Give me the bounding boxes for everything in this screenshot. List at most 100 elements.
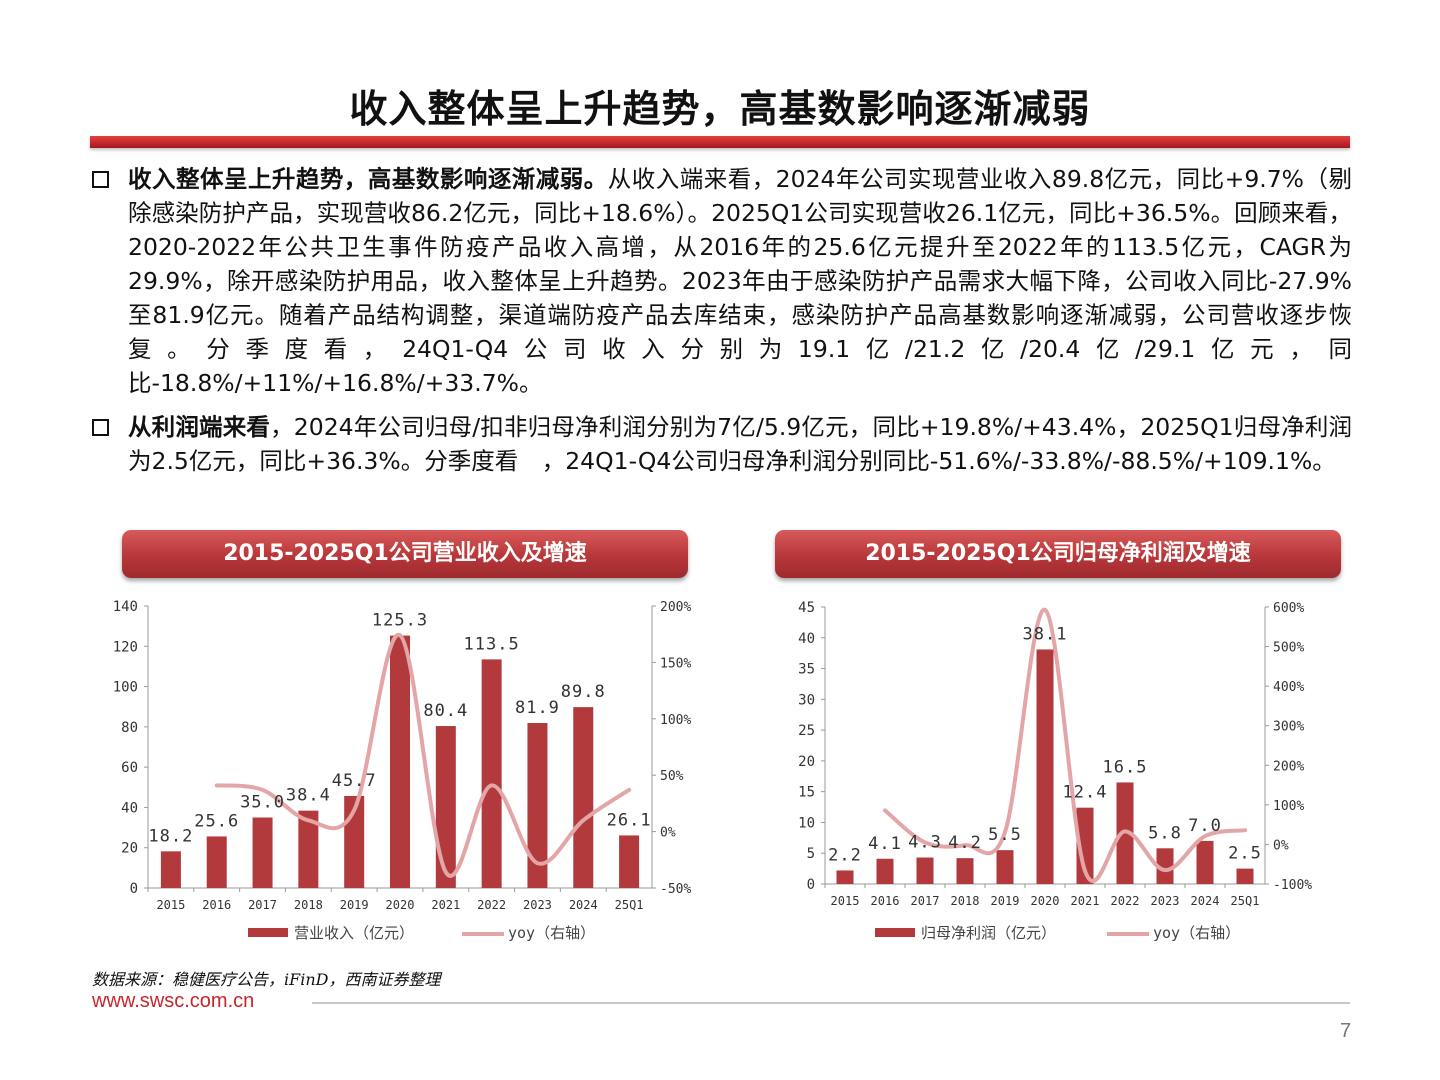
bar-2019 [996,850,1014,884]
bar-data-label: 35.0 [240,793,285,813]
left-axis-tick-label: 40 [798,631,815,647]
bar-2016 [206,836,227,888]
left-axis-tick-label: 40 [121,800,138,816]
bar-25Q1 [619,835,640,888]
right-axis-tick-label: 0% [660,826,676,841]
right-axis-tick-label: 150% [660,656,691,671]
x-axis-tick-label: 2022 [1111,894,1140,908]
bar-2024 [1196,840,1214,884]
bar-2017 [252,817,273,888]
yoy-line [214,633,632,878]
yoy-point-2019 [353,809,355,811]
bar-data-label: 26.1 [607,810,652,830]
bar-data-label: 2.5 [1228,844,1262,864]
yoy-point-2019 [1004,831,1006,833]
x-axis-tick-label: 2017 [248,898,277,912]
bar-data-label: 45.7 [332,771,377,791]
revenue-chart-panel: 2015-2025Q1公司营业收入及增速 0 20 40 60 80 100 120 140 -… [113,530,692,956]
left-axis-tick-label: 5 [807,846,815,862]
bar-data-label: 25.6 [194,811,239,831]
right-axis-tick-label: 100% [1273,799,1304,814]
bar-data-label: 4.2 [948,833,982,853]
yoy-point-2020 [1044,609,1046,611]
x-axis-tick-label: 2018 [951,894,980,908]
bar-2018 [298,810,319,888]
website-link[interactable]: www.swsc.com.cn [92,990,255,1012]
legend-line-label: yoy（右轴） [1153,924,1240,942]
right-axis-tick-label: 50% [660,769,684,784]
left-axis-tick-label: 25 [798,723,815,739]
bar-data-label: 7.0 [1188,816,1222,836]
yoy-point-2023 [536,862,538,864]
bar-data-label: 89.8 [561,682,606,702]
bullet-profit-heading: 从利润端来看 [128,413,271,441]
legend-line-label: yoy（右轴） [508,924,595,942]
bar-2021 [1076,807,1094,884]
x-axis-tick-label: 2016 [871,894,900,908]
legend-bar-swatch [875,928,915,937]
left-axis-tick-label: 20 [798,754,815,770]
bar-data-label: 5.5 [988,825,1022,845]
bullet-revenue-heading: 收入整体呈上升趋势，高基数影响逐渐减弱。 [128,165,608,193]
checkbox-bullet-icon [92,171,109,188]
yoy-point-2022 [491,784,493,786]
x-axis-tick-label: 2024 [1191,894,1220,908]
yoy-point-2021 [1084,870,1086,872]
yoy-point-2020 [399,634,401,636]
x-axis-tick-label: 25Q1 [615,898,644,912]
bar-data-label: 113.5 [464,634,520,654]
right-axis-tick-label: 200% [660,600,691,615]
legend-bar-label: 营业收入（亿元） [294,924,414,942]
left-axis-tick-label: 10 [798,815,815,831]
bar-data-label: 5.8 [1148,823,1182,843]
profit-chart: 0 5 10 15 20 25 30 35 40 45 -100% 0% 100% 200% 300% 400… [798,600,1312,942]
bullet-profit: 从利润端来看，2024年公司归母/扣非归母净利润分别为7亿/5.9亿元，同比+1… [90,410,1352,478]
page-number: 7 [1340,1020,1352,1042]
bullet-revenue: 收入整体呈上升趋势，高基数影响逐渐减弱。从收入端来看，2024年公司实现营业收入… [90,162,1352,400]
left-axis-tick-label: 20 [121,841,138,857]
yoy-point-25Q1 [1244,829,1246,831]
x-axis-tick-label: 2021 [1071,894,1100,908]
x-axis-tick-label: 2019 [991,894,1020,908]
bar-data-label: 18.2 [148,826,193,846]
yoy-point-2016 [216,784,218,786]
bar-data-label: 81.9 [515,698,560,718]
bar-data-label: 38.1 [1023,624,1068,644]
left-axis-tick-label: 45 [798,600,815,616]
bar-2020 [390,635,410,888]
left-axis-tick-label: 30 [798,692,815,708]
bar-data-label: 125.3 [372,611,428,631]
yoy-point-2024 [582,819,584,821]
bar-2021 [435,726,456,888]
bar-data-label: 4.1 [868,834,902,854]
x-axis-tick-label: 2020 [1031,894,1060,908]
bullet-revenue-text: 从收入端来看，2024年公司实现营业收入89.8亿元，同比+9.7%（剔除感染防… [128,165,1352,397]
bar-2015 [160,851,181,888]
bar-2017 [916,857,934,884]
legend-bar-label: 归母净利润（亿元） [921,924,1056,942]
bar-2018 [956,858,974,884]
right-axis-tick-label: 300% [1273,720,1304,735]
bar-2023 [527,723,548,888]
bar-2024 [573,707,594,888]
x-axis-tick-label: 2023 [523,898,552,912]
yoy-point-2018 [964,844,966,846]
x-axis-tick-label: 2015 [831,894,860,908]
page-title: 收入整体呈上升趋势，高基数影响逐渐减弱 [349,87,1091,131]
bar-2023 [1156,848,1174,884]
left-axis-tick-label: 15 [798,785,815,801]
left-axis-tick-label: 0 [807,877,815,893]
revenue-chart: 0 20 40 60 80 100 120 140 -50% 0% 50% 100% 150% 200% 2… [113,599,692,942]
bullet-list: 收入整体呈上升趋势，高基数影响逐渐减弱。从收入端来看，2024年公司实现营业收入… [90,162,1352,488]
x-axis-tick-label: 2022 [477,898,506,912]
bar-data-label: 4.3 [908,833,942,853]
left-axis-tick-label: 100 [113,680,138,696]
right-axis-tick-label: 0% [1273,838,1289,853]
data-source-note: 数据来源：稳健医疗公告，iFinD，西南证券整理 [92,970,441,989]
bar-data-label: 16.5 [1103,757,1148,777]
right-axis-tick-label: -50% [660,882,691,897]
x-axis-tick-label: 2015 [156,898,185,912]
footer-divider [312,1002,1350,1004]
yoy-point-2022 [1124,830,1126,832]
right-axis-tick-label: 600% [1273,601,1304,616]
